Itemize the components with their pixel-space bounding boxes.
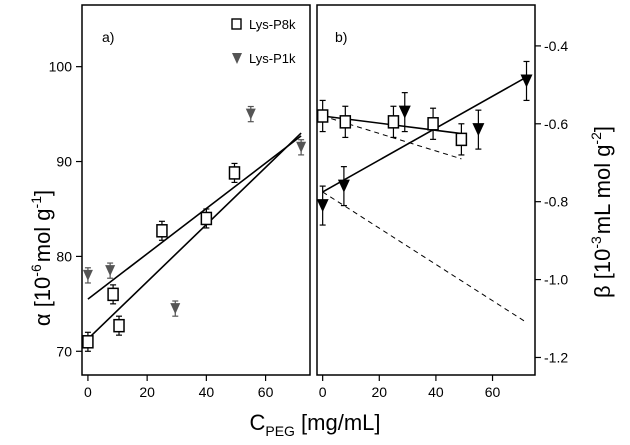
panel-b-point-lys-p1k xyxy=(472,123,485,137)
panel-b-point-lys-p1k xyxy=(398,105,411,119)
alpha-label-unit: mol g xyxy=(30,208,55,262)
panel-a-frame xyxy=(81,4,311,376)
beta-label-open: [10 xyxy=(590,249,615,286)
beta-label-exp: -3 xyxy=(588,236,604,249)
alpha-symbol: α xyxy=(30,313,55,326)
alpha-label-close: ] xyxy=(30,190,55,196)
beta-symbol: β xyxy=(590,285,615,298)
panel-b-fit-line-lys-p1k-dashed xyxy=(322,191,527,323)
panel-b-point-lys-p1k xyxy=(337,179,350,193)
x-label-sub: PEG xyxy=(265,423,295,439)
panel-b-point-lys-p8k xyxy=(339,115,352,129)
panel-b-frame xyxy=(316,4,536,376)
panel-a-x-tick-label: 40 xyxy=(199,384,215,400)
legend-label-lys-p1k: Lys-P1k xyxy=(249,51,296,66)
x-label-c: C xyxy=(249,410,265,435)
panel-a-point-lys-p1k xyxy=(105,265,116,277)
panel-a-x-tick-label: 20 xyxy=(139,384,155,400)
panel-a-fit-line-lys-p1k xyxy=(87,135,302,300)
panel-b-point-lys-p1k xyxy=(520,74,533,88)
panel-b-x-tick-label: 20 xyxy=(371,384,387,400)
panel-b-y-tick-label: -1.0 xyxy=(544,272,568,288)
panel-b-x-tick-label: 60 xyxy=(485,384,501,400)
panel-a-point-lys-p8k xyxy=(156,224,168,238)
panel-a-point-lys-p8k xyxy=(113,318,125,333)
panel-a-x-tick-label: 0 xyxy=(84,384,92,400)
panel-b-label: b) xyxy=(335,29,347,45)
panel-b-point-lys-p1k xyxy=(316,199,329,213)
panel-a-y-tick-label: 70 xyxy=(56,343,72,359)
panel-a: 0 20 40 60 70 80 90 100 xyxy=(49,4,311,400)
panel-b-y-tick-label: -0.8 xyxy=(544,194,568,210)
panel-a-point-lys-p1k xyxy=(245,108,256,120)
panel-a-point-lys-p8k xyxy=(107,287,119,302)
panel-b-y-tick-label: -0.4 xyxy=(544,38,568,54)
x-label-unit: [mg/mL] xyxy=(295,410,381,435)
legend-marker-lys-p1k xyxy=(232,53,242,64)
y-axis-title-beta: β [10-3mL mol g-2] xyxy=(588,126,615,298)
panel-b-point-lys-p8k xyxy=(387,115,400,129)
panel-a-point-lys-p1k xyxy=(170,303,181,315)
panel-b-y-tick-label: -1.2 xyxy=(544,349,568,365)
panel-a-y-tick-label: 100 xyxy=(49,59,73,75)
beta-label-unit-exp: -2 xyxy=(588,132,604,145)
beta-label-close: ] xyxy=(590,126,615,132)
panel-a-point-lys-p8k xyxy=(228,166,241,180)
panel-b-x-tick-label: 0 xyxy=(319,384,327,400)
panel-b-point-lys-p8k xyxy=(427,117,439,131)
panel-a-label: a) xyxy=(102,29,114,45)
panel-a-x-tick-label: 60 xyxy=(258,384,274,400)
panel-a-point-lys-p1k xyxy=(296,141,307,153)
panel-a-y-tick-label: 80 xyxy=(56,248,72,264)
alpha-label-exp: -6 xyxy=(28,264,44,277)
panel-b-fit-line-lys-p1k-solid xyxy=(322,76,527,193)
panel-a-point-lys-p1k xyxy=(82,269,93,281)
panel-a-fit-line-lys-p8k xyxy=(87,132,302,340)
panel-b-x-tick-label: 40 xyxy=(428,384,444,400)
panel-a-y-tick-label: 90 xyxy=(56,154,72,170)
alpha-label-open: [10 xyxy=(30,277,55,314)
panel-b-y-tick-label: -0.6 xyxy=(544,116,568,132)
legend: Lys-P8k Lys-P1k xyxy=(231,17,296,66)
panel-a-point-lys-p8k xyxy=(82,335,94,349)
legend-marker-lys-p8k xyxy=(231,18,242,30)
panel-b-point-lys-p8k xyxy=(455,132,468,147)
panel-b: 0 20 40 60 -0.4 -0.6 -0.8 -1.0 -1.2 xyxy=(316,4,568,400)
panel-b-point-lys-p8k xyxy=(316,109,329,123)
panel-a-point-lys-p8k xyxy=(200,211,213,226)
y-axis-title-alpha: α [10-6 mol g-1] xyxy=(28,190,55,326)
legend-label-lys-p8k: Lys-P8k xyxy=(249,17,296,32)
x-axis-title: CPEG [mg/mL] xyxy=(249,410,380,439)
alpha-label-unit-exp: -1 xyxy=(28,196,44,209)
beta-label-unit: mL mol g xyxy=(590,145,615,235)
